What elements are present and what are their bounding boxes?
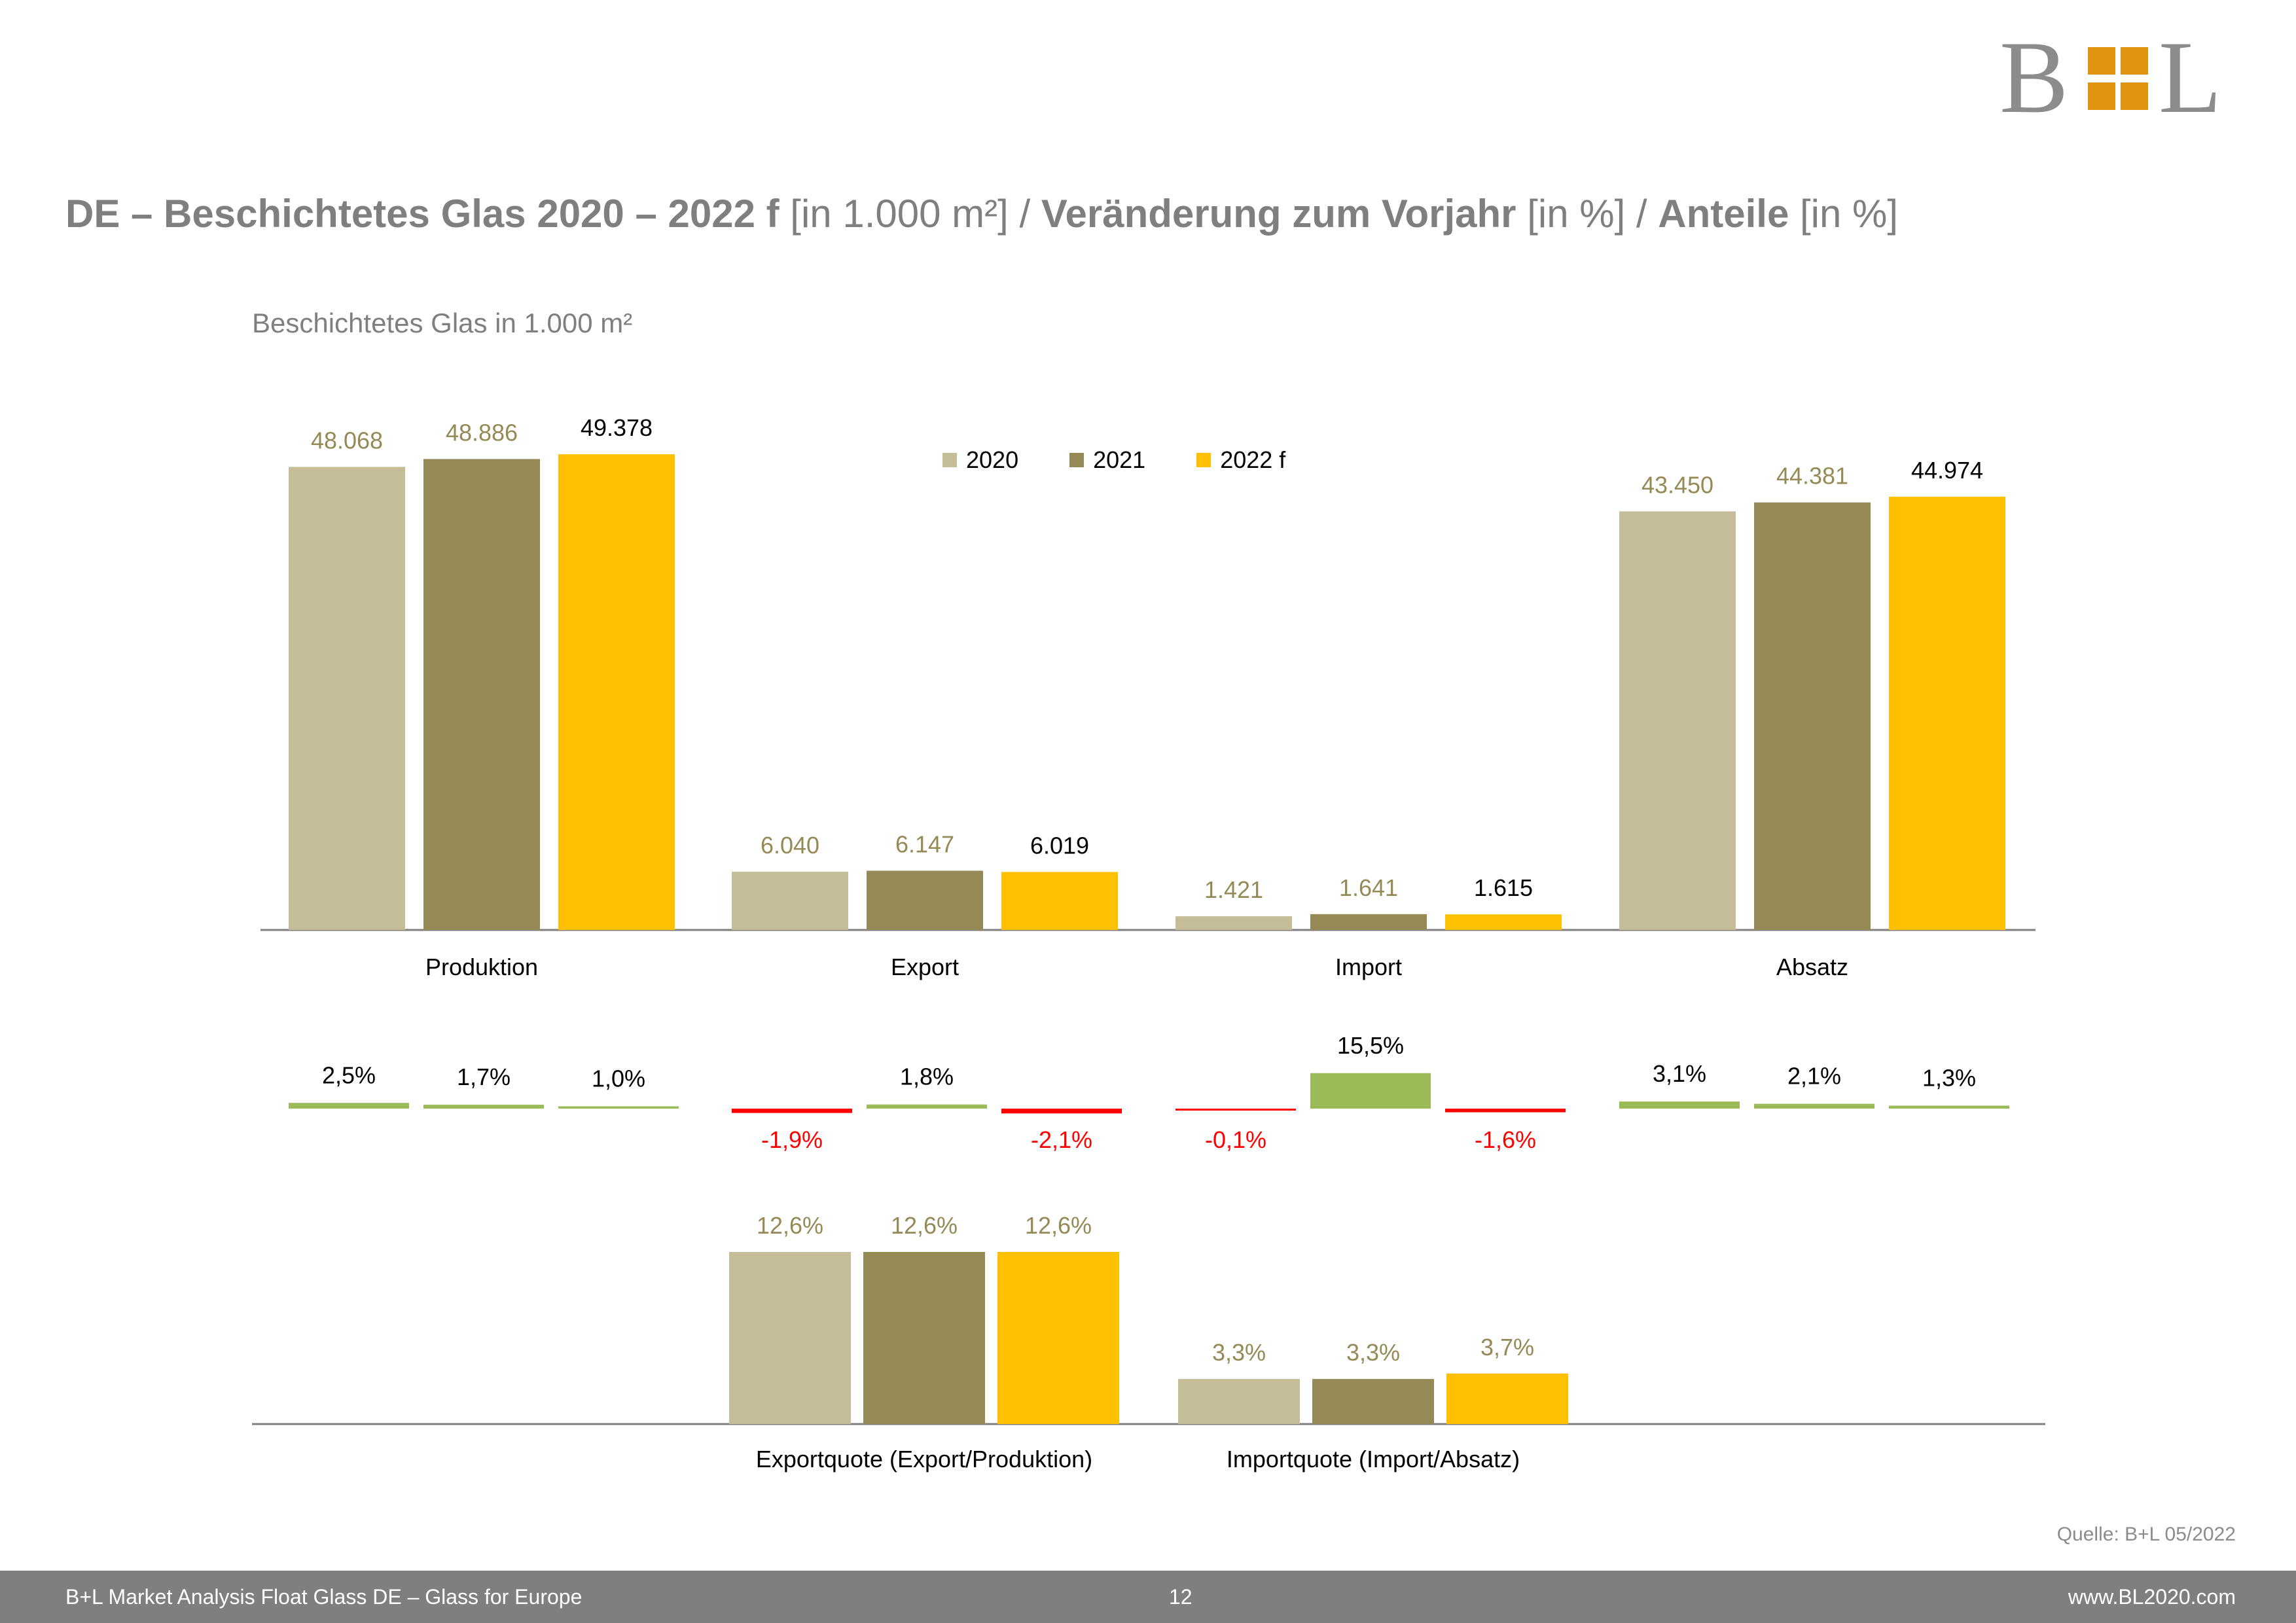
logo-letter-l: L <box>2159 20 2222 135</box>
growth-bar <box>558 1106 679 1109</box>
chart-canvas: 48.068 48.886 49.378 Produktion 6.040 6.147 6.… <box>252 414 2045 1472</box>
legend-item-2022f: 2022 f <box>1196 446 1285 474</box>
growth-bar <box>289 1103 409 1109</box>
data-label: 6.019 <box>1030 832 1089 859</box>
growth-bar <box>1445 1109 1566 1113</box>
bar <box>1889 496 2005 930</box>
title-part-2: Veränderung zum Vorjahr <box>1041 192 1516 236</box>
legend-swatch <box>1196 453 1211 467</box>
share-bar <box>997 1252 1119 1424</box>
share-label: 12,6% <box>891 1212 958 1239</box>
bar <box>558 454 675 930</box>
page-title: DE – Beschichtetes Glas 2020 – 2022 f [i… <box>65 191 1898 236</box>
logo-square <box>2088 47 2115 75</box>
bl-logo: B L <box>2000 26 2235 130</box>
data-label: 48.068 <box>311 427 383 454</box>
data-label: 1.615 <box>1474 874 1533 901</box>
growth-label: 1,8% <box>900 1063 954 1090</box>
share-bar <box>729 1252 851 1424</box>
legend-item-2021: 2021 <box>1069 446 1145 474</box>
data-label: 44.974 <box>1911 457 1983 484</box>
footer-left-text: B+L Market Analysis Float Glass DE – Gla… <box>65 1585 583 1609</box>
title-unit-1: [in 1.000 m²] / <box>779 192 1041 236</box>
growth-label: 2,1% <box>1787 1063 1841 1090</box>
bar <box>732 872 848 930</box>
logo-square <box>2121 82 2148 110</box>
legend-label: 2022 f <box>1220 446 1286 473</box>
data-label: 44.381 <box>1776 463 1848 490</box>
growth-label: -1,9% <box>761 1126 823 1153</box>
growth-bar <box>1001 1109 1122 1114</box>
x-tick-label: Produktion <box>425 954 538 980</box>
data-label: 48.886 <box>446 419 518 446</box>
growth-label: 3,1% <box>1653 1060 1706 1087</box>
page-number: 12 <box>1169 1585 1193 1609</box>
bar <box>423 459 540 930</box>
growth-label: 1,0% <box>592 1065 645 1092</box>
growth-bar <box>1754 1103 1874 1109</box>
footer-bar: B+L Market Analysis Float Glass DE – Gla… <box>0 1571 2296 1623</box>
growth-bar <box>1310 1073 1431 1109</box>
growth-bar <box>423 1105 544 1109</box>
chart-subtitle: Beschichtetes Glas in 1.000 m² <box>252 308 633 338</box>
growth-label: 15,5% <box>1337 1032 1404 1059</box>
x-tick-label: Importquote (Import/Absatz) <box>1227 1446 1520 1472</box>
share-label: 12,6% <box>1025 1212 1092 1239</box>
data-label: 1.641 <box>1339 874 1398 901</box>
share-label: 3,3% <box>1346 1339 1400 1366</box>
growth-bar <box>867 1104 987 1109</box>
growth-label: -2,1% <box>1031 1126 1092 1153</box>
share-bar <box>1178 1379 1300 1424</box>
share-bar <box>863 1252 985 1424</box>
legend-label: 2021 <box>1093 446 1146 473</box>
share-label: 3,3% <box>1212 1339 1266 1366</box>
bar <box>1001 872 1118 930</box>
bar <box>1445 914 1562 930</box>
data-label: 49.378 <box>581 414 653 441</box>
bar <box>1310 914 1427 930</box>
growth-label: 1,3% <box>1922 1064 1976 1091</box>
growth-label: -0,1% <box>1205 1126 1266 1153</box>
share-bar <box>1446 1373 1568 1424</box>
legend-label: 2020 <box>966 446 1019 473</box>
share-bar <box>1312 1379 1434 1424</box>
title-part-3: Anteile <box>1658 192 1789 236</box>
data-label: 6.040 <box>761 832 819 859</box>
share-label: 12,6% <box>757 1212 823 1239</box>
growth-label: -1,6% <box>1475 1126 1536 1153</box>
legend-item-2020: 2020 <box>942 446 1018 474</box>
bar <box>289 467 405 930</box>
logo-square <box>2088 82 2115 110</box>
bar <box>1175 916 1292 930</box>
footer-website: www.BL2020.com <box>2068 1585 2236 1609</box>
growth-bar <box>1619 1101 1740 1109</box>
share-label: 3,7% <box>1480 1334 1534 1361</box>
x-tick-label: Absatz <box>1776 954 1848 980</box>
title-part-1: DE – Beschichtetes Glas 2020 – 2022 f <box>65 192 780 236</box>
logo-letter-b: B <box>2000 20 2069 135</box>
logo-square <box>2121 47 2148 75</box>
data-label: 1.421 <box>1204 876 1263 903</box>
data-label: 6.147 <box>895 831 954 858</box>
growth-label: 1,7% <box>457 1063 511 1090</box>
bar <box>1754 502 1871 930</box>
bar <box>1619 511 1736 930</box>
title-unit-3: [in %] <box>1789 192 1899 236</box>
x-tick-label: Export <box>891 954 959 980</box>
title-unit-2: [in %] / <box>1516 192 1659 236</box>
growth-bar <box>732 1109 852 1113</box>
growth-bar <box>1175 1109 1296 1111</box>
bar <box>867 870 983 930</box>
data-label: 43.450 <box>1641 471 1713 498</box>
x-tick-label: Import <box>1335 954 1402 980</box>
growth-bar <box>1889 1105 2009 1109</box>
source-note: Quelle: B+L 05/2022 <box>2056 1524 2236 1545</box>
x-tick-label: Exportquote (Export/Produktion) <box>756 1446 1092 1472</box>
chart-legend: 2020 2021 2022 f <box>942 446 1285 474</box>
legend-swatch <box>1069 453 1085 467</box>
legend-swatch <box>942 453 957 467</box>
growth-label: 2,5% <box>322 1061 376 1088</box>
